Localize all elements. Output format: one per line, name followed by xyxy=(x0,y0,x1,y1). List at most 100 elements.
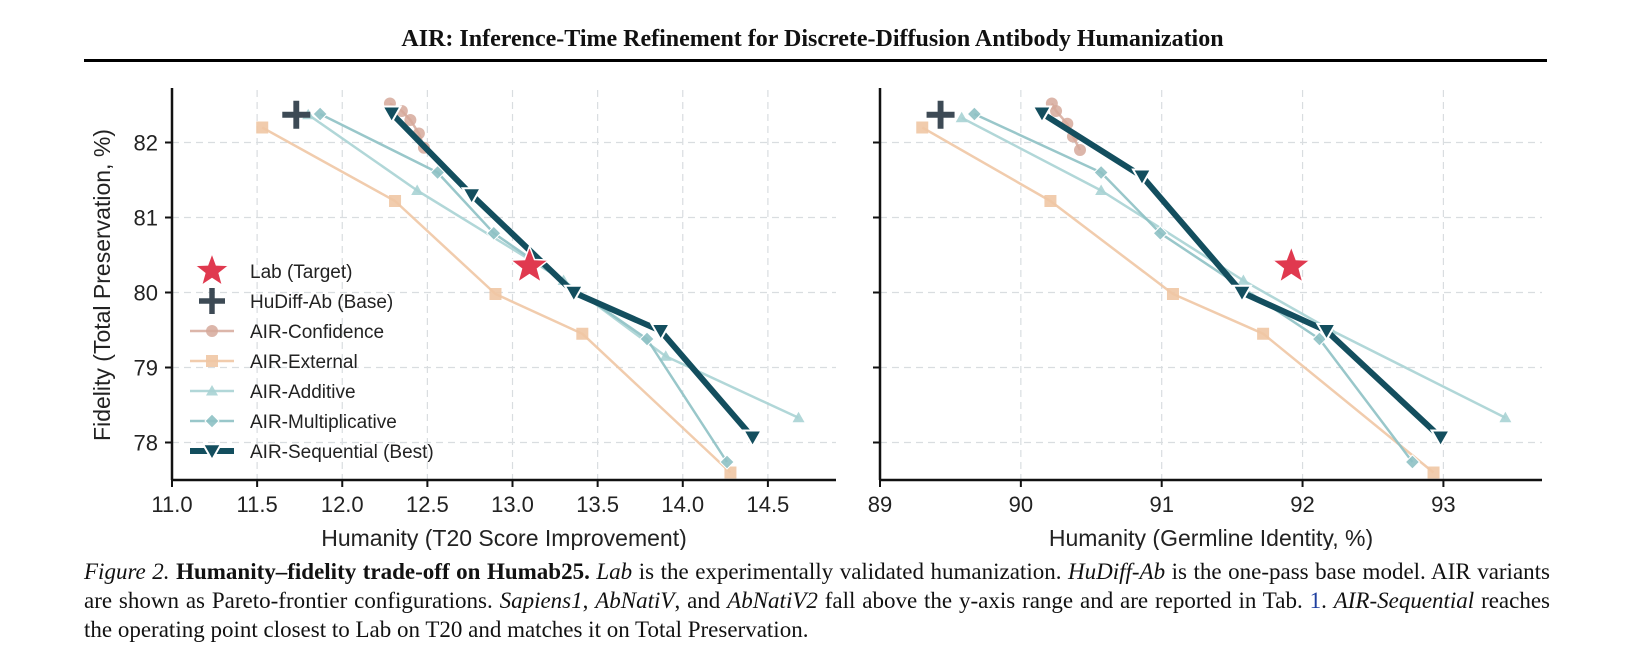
series-line-air-sequential-best xyxy=(1040,110,1443,440)
data-point-air-external xyxy=(389,195,402,207)
x-tick-label: 13.5 xyxy=(576,492,619,517)
x-tick-label: 12.5 xyxy=(406,492,449,517)
data-point-hudiff-ab-base xyxy=(282,100,311,129)
data-point-air-confidence xyxy=(404,114,417,126)
series-lab-target xyxy=(1270,244,1313,285)
caption-text: fall above the y-axis range and are repo… xyxy=(824,588,1303,613)
legend-label: AIR-Multiplicative xyxy=(250,412,397,433)
figure-2: 11.0 11.5 12.0 12.5 13.0 13.5 14.0 14.5 78 79 80 81… xyxy=(89,88,1542,550)
y-tick-label: 81 xyxy=(134,206,158,231)
caption-heading: Humanity–fidelity trade-off on Humab25. xyxy=(176,559,590,584)
series-lab-target xyxy=(508,244,551,285)
caption-term-sapiens1: Sapiens1 xyxy=(499,588,583,613)
data-point-air-multiplicative xyxy=(719,454,735,470)
legend-marker-hudiff-ab-base xyxy=(199,288,226,314)
legend-label: HuDiff-Ab (Base) xyxy=(250,292,393,313)
caption-text: , and xyxy=(674,588,721,613)
legend-marker-air-confidence xyxy=(206,325,218,337)
series-air-additive xyxy=(302,108,805,423)
x-axis-label: Humanity (T20 Score Improvement) xyxy=(321,525,687,550)
data-point-air-sequential-best xyxy=(1315,323,1338,342)
x-axis-label: Humanity (Germline Identity, %) xyxy=(1049,525,1373,550)
data-point-air-multiplicative xyxy=(1404,454,1421,470)
data-point-air-multiplicative xyxy=(1152,225,1169,241)
data-point-air-multiplicative xyxy=(1093,164,1109,181)
y-tick-label: 78 xyxy=(134,431,158,456)
caption-term-air-sequential: AIR-Sequential xyxy=(1333,588,1475,613)
data-point-air-sequential-best xyxy=(460,187,483,207)
data-point-air-sequential-best xyxy=(1131,168,1153,188)
x-tick-label: 13.0 xyxy=(491,492,534,517)
x-tick-label: 93 xyxy=(1431,492,1455,517)
data-point-air-additive xyxy=(1237,274,1250,285)
data-point-air-additive xyxy=(411,184,424,195)
data-point-air-multiplicative xyxy=(312,106,328,122)
data-point-air-sequential-best xyxy=(741,429,764,449)
chart-panel-germline: 89 90 91 92 93 Humanity (Germline Identity, %… xyxy=(868,88,1542,550)
legend-label: AIR-Sequential (Best) xyxy=(250,442,434,463)
series-air-sequential-best xyxy=(380,105,764,449)
x-tick-label: 90 xyxy=(1009,492,1033,517)
y-tick-label: 82 xyxy=(134,131,158,156)
data-point-air-additive xyxy=(659,350,672,361)
series-hudiff-ab-base xyxy=(926,100,955,129)
data-point-air-sequential-best xyxy=(1429,429,1452,449)
data-point-hudiff-ab-base xyxy=(926,100,955,129)
chart-panel-t20: 11.0 11.5 12.0 12.5 13.0 13.5 14.0 14.5 78 79 80 81… xyxy=(89,88,836,550)
running-header-title: AIR: Inference-Time Refinement for Discr… xyxy=(401,26,1224,52)
data-point-air-external xyxy=(256,121,269,134)
data-point-air-sequential-best xyxy=(649,323,672,342)
legend-item-air-external: AIR-External xyxy=(190,352,358,373)
legend-marker-air-additive xyxy=(206,385,218,396)
x-tick-label: 14.0 xyxy=(661,492,704,517)
data-point-air-multiplicative xyxy=(966,106,983,122)
x-tick-label: 92 xyxy=(1290,492,1314,517)
legend-marker-lab-target xyxy=(192,250,232,288)
series-line-air-multiplicative xyxy=(973,112,1414,463)
x-tick-label: 11.0 xyxy=(151,492,192,517)
series-air-additive xyxy=(955,111,1512,423)
data-point-air-external xyxy=(724,466,737,479)
grid xyxy=(879,90,1542,480)
data-point-air-external xyxy=(1427,466,1440,479)
caption-term-hudiff: HuDiff-Ab xyxy=(1068,559,1166,584)
series-line-air-additive xyxy=(307,113,800,419)
data-point-air-sequential-best xyxy=(563,284,585,304)
x-tick-label: 14.5 xyxy=(746,492,789,517)
series-line-air-sequential-best xyxy=(389,111,755,440)
table-ref-link[interactable]: 1 xyxy=(1309,588,1322,613)
caption-term-lab: Lab xyxy=(596,559,633,584)
data-point-air-external xyxy=(916,121,929,134)
data-point-air-sequential-best xyxy=(1031,105,1053,125)
x-tick-label: 12.0 xyxy=(321,492,364,517)
series-air-multiplicative xyxy=(312,106,735,470)
data-point-air-external xyxy=(1166,288,1179,300)
legend-marker-air-sequential-best xyxy=(201,443,223,463)
data-point-air-additive xyxy=(1499,411,1512,423)
data-point-air-additive xyxy=(792,411,805,423)
data-point-lab-target xyxy=(1270,244,1313,285)
legend-label: AIR-Additive xyxy=(250,382,356,403)
data-point-air-additive xyxy=(955,111,968,123)
legend-item-lab-target: Lab (Target) xyxy=(192,250,352,288)
series-air-multiplicative xyxy=(966,106,1421,470)
data-point-air-multiplicative xyxy=(486,225,502,241)
legend-item-air-additive: AIR-Additive xyxy=(190,382,356,403)
legend-label: AIR-Confidence xyxy=(250,322,384,343)
y-tick-label: 80 xyxy=(134,281,158,306)
x-tick-label: 91 xyxy=(1149,492,1173,517)
caption-text: reaches the operating point closest to L… xyxy=(84,588,1551,642)
caption-text: is the one-pass base model. AIR variants… xyxy=(84,559,1550,613)
data-point-air-external xyxy=(1257,327,1270,340)
data-point-air-sequential-best xyxy=(380,105,403,125)
legend-item-air-sequential-best: AIR-Sequential (Best) xyxy=(190,442,434,463)
data-point-air-sequential-best xyxy=(1231,284,1253,304)
grid xyxy=(171,90,836,480)
caption-text: is the experimentally validated humaniza… xyxy=(638,559,1062,584)
data-point-lab-target xyxy=(508,244,551,285)
legend-item-hudiff-ab-base: HuDiff-Ab (Base) xyxy=(199,288,393,314)
series-air-external xyxy=(256,121,737,479)
legend-marker-air-external xyxy=(206,355,218,367)
data-point-air-additive xyxy=(1095,184,1108,195)
data-point-air-confidence xyxy=(1074,144,1087,156)
